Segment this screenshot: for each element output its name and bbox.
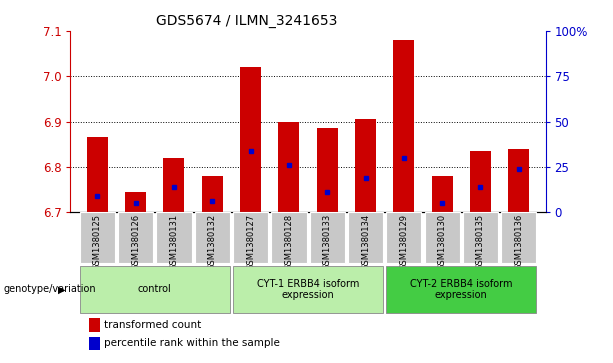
FancyBboxPatch shape (118, 212, 153, 263)
Text: GSM1380127: GSM1380127 (246, 214, 255, 270)
FancyBboxPatch shape (386, 212, 422, 263)
Bar (164, 158, 185, 212)
Bar (240, 67, 261, 212)
Text: GSM1380130: GSM1380130 (438, 214, 447, 270)
Bar (87, 138, 108, 212)
Bar (508, 149, 529, 212)
Text: percentile rank within the sample: percentile rank within the sample (104, 338, 280, 348)
FancyBboxPatch shape (348, 212, 383, 263)
Text: GSM1380133: GSM1380133 (322, 214, 332, 270)
Text: GSM1380129: GSM1380129 (399, 214, 408, 270)
FancyBboxPatch shape (272, 212, 306, 263)
FancyBboxPatch shape (310, 212, 345, 263)
FancyBboxPatch shape (386, 266, 536, 313)
Bar (202, 176, 223, 212)
Text: control: control (138, 285, 172, 294)
Text: GSM1380132: GSM1380132 (208, 214, 217, 270)
Text: GSM1380134: GSM1380134 (361, 214, 370, 270)
Text: ▶: ▶ (58, 285, 65, 294)
Bar (89, 318, 100, 332)
Bar (278, 122, 299, 212)
Text: CYT-1 ERBB4 isoform
expression: CYT-1 ERBB4 isoform expression (257, 279, 359, 300)
Text: GSM1380126: GSM1380126 (131, 214, 140, 270)
FancyBboxPatch shape (233, 212, 268, 263)
Bar (317, 129, 338, 212)
FancyBboxPatch shape (463, 212, 498, 263)
Bar (394, 40, 414, 212)
FancyBboxPatch shape (501, 212, 536, 263)
Text: GSM1380125: GSM1380125 (93, 214, 102, 270)
Text: GSM1380128: GSM1380128 (284, 214, 294, 270)
Bar (89, 337, 100, 350)
Text: GSM1380135: GSM1380135 (476, 214, 485, 270)
FancyBboxPatch shape (195, 212, 230, 263)
Text: GSM1380136: GSM1380136 (514, 214, 524, 270)
Bar (470, 151, 491, 212)
Bar (355, 119, 376, 212)
Text: GDS5674 / ILMN_3241653: GDS5674 / ILMN_3241653 (156, 15, 337, 28)
Bar (432, 176, 452, 212)
FancyBboxPatch shape (80, 266, 230, 313)
FancyBboxPatch shape (156, 212, 192, 263)
FancyBboxPatch shape (233, 266, 383, 313)
Text: genotype/variation: genotype/variation (3, 285, 96, 294)
Bar (125, 192, 146, 212)
Text: GSM1380131: GSM1380131 (169, 214, 178, 270)
FancyBboxPatch shape (425, 212, 460, 263)
Text: CYT-2 ERBB4 isoform
expression: CYT-2 ERBB4 isoform expression (410, 279, 512, 300)
FancyBboxPatch shape (80, 212, 115, 263)
Text: transformed count: transformed count (104, 320, 202, 330)
